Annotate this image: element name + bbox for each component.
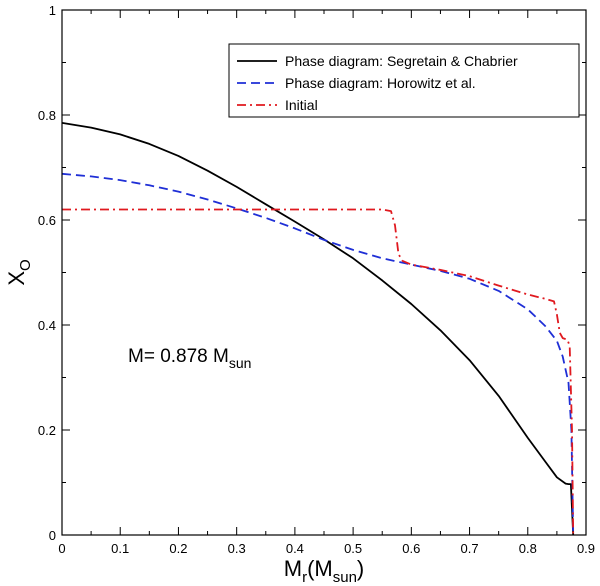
x-axis-label-unit-sub: sun xyxy=(333,569,357,586)
y-tick-label: 0.4 xyxy=(38,318,56,333)
x-tick-label: 0.9 xyxy=(577,541,595,556)
legend-label-2: Phase diagram: Horowitz et al. xyxy=(285,75,476,91)
x-axis-label: Mr(Msun) xyxy=(284,556,365,586)
legend-label-3: Initial xyxy=(285,97,318,113)
svg-text:XO: XO xyxy=(4,259,34,285)
legend-label-1: Phase diagram: Segretain & Chabrier xyxy=(285,53,518,69)
x-tick-label: 0.6 xyxy=(402,541,420,556)
series-layer xyxy=(61,122,575,536)
x-tick-label: 0.7 xyxy=(461,541,479,556)
legend-items: Phase diagram: Segretain & Chabrier Phase… xyxy=(237,53,518,113)
x-tick-label: 0.5 xyxy=(344,541,362,556)
x-tick-label: 0.2 xyxy=(169,541,187,556)
x-tick-label: 0.4 xyxy=(286,541,304,556)
mass-annotation-sub: sun xyxy=(229,355,252,371)
y-axis-label-main: X xyxy=(4,271,29,286)
y-axis-label-sub: O xyxy=(17,259,34,271)
x-axis-label-close: ) xyxy=(357,556,364,581)
x-axis-label-unit: (M xyxy=(307,556,333,581)
legend-box xyxy=(228,43,580,118)
x-tick-label: 0.8 xyxy=(519,541,537,556)
series-line-1 xyxy=(61,122,575,536)
mass-annotation-main: M= 0.878 M xyxy=(128,346,229,367)
y-axis-label: XO xyxy=(4,259,34,285)
x-tick-label: 0.3 xyxy=(228,541,246,556)
mass-annotation: M= 0.878 Msun xyxy=(128,346,251,371)
y-tick-label: 0.6 xyxy=(38,213,56,228)
y-tick-label: 1 xyxy=(49,3,56,18)
series-line-3 xyxy=(62,208,575,536)
legend: Phase diagram: Segretain & Chabrier Phase… xyxy=(228,43,580,118)
x-tick-label: 0 xyxy=(58,541,65,556)
x-tick-label: 0.1 xyxy=(111,541,129,556)
x-axis-label-main: M xyxy=(284,556,302,581)
series-line-2 xyxy=(61,172,575,536)
y-tick-label: 0.2 xyxy=(38,423,56,438)
x-axis-label-sub: r xyxy=(302,569,307,586)
axis-ticks: 0 0.1 0.2 0.3 0.4 0.5 0.6 0.7 0.8 0.9 0 0.2 0.4 0.6 0.… xyxy=(38,3,595,556)
y-tick-label: 0 xyxy=(49,528,56,543)
y-tick-label: 0.8 xyxy=(38,108,56,123)
